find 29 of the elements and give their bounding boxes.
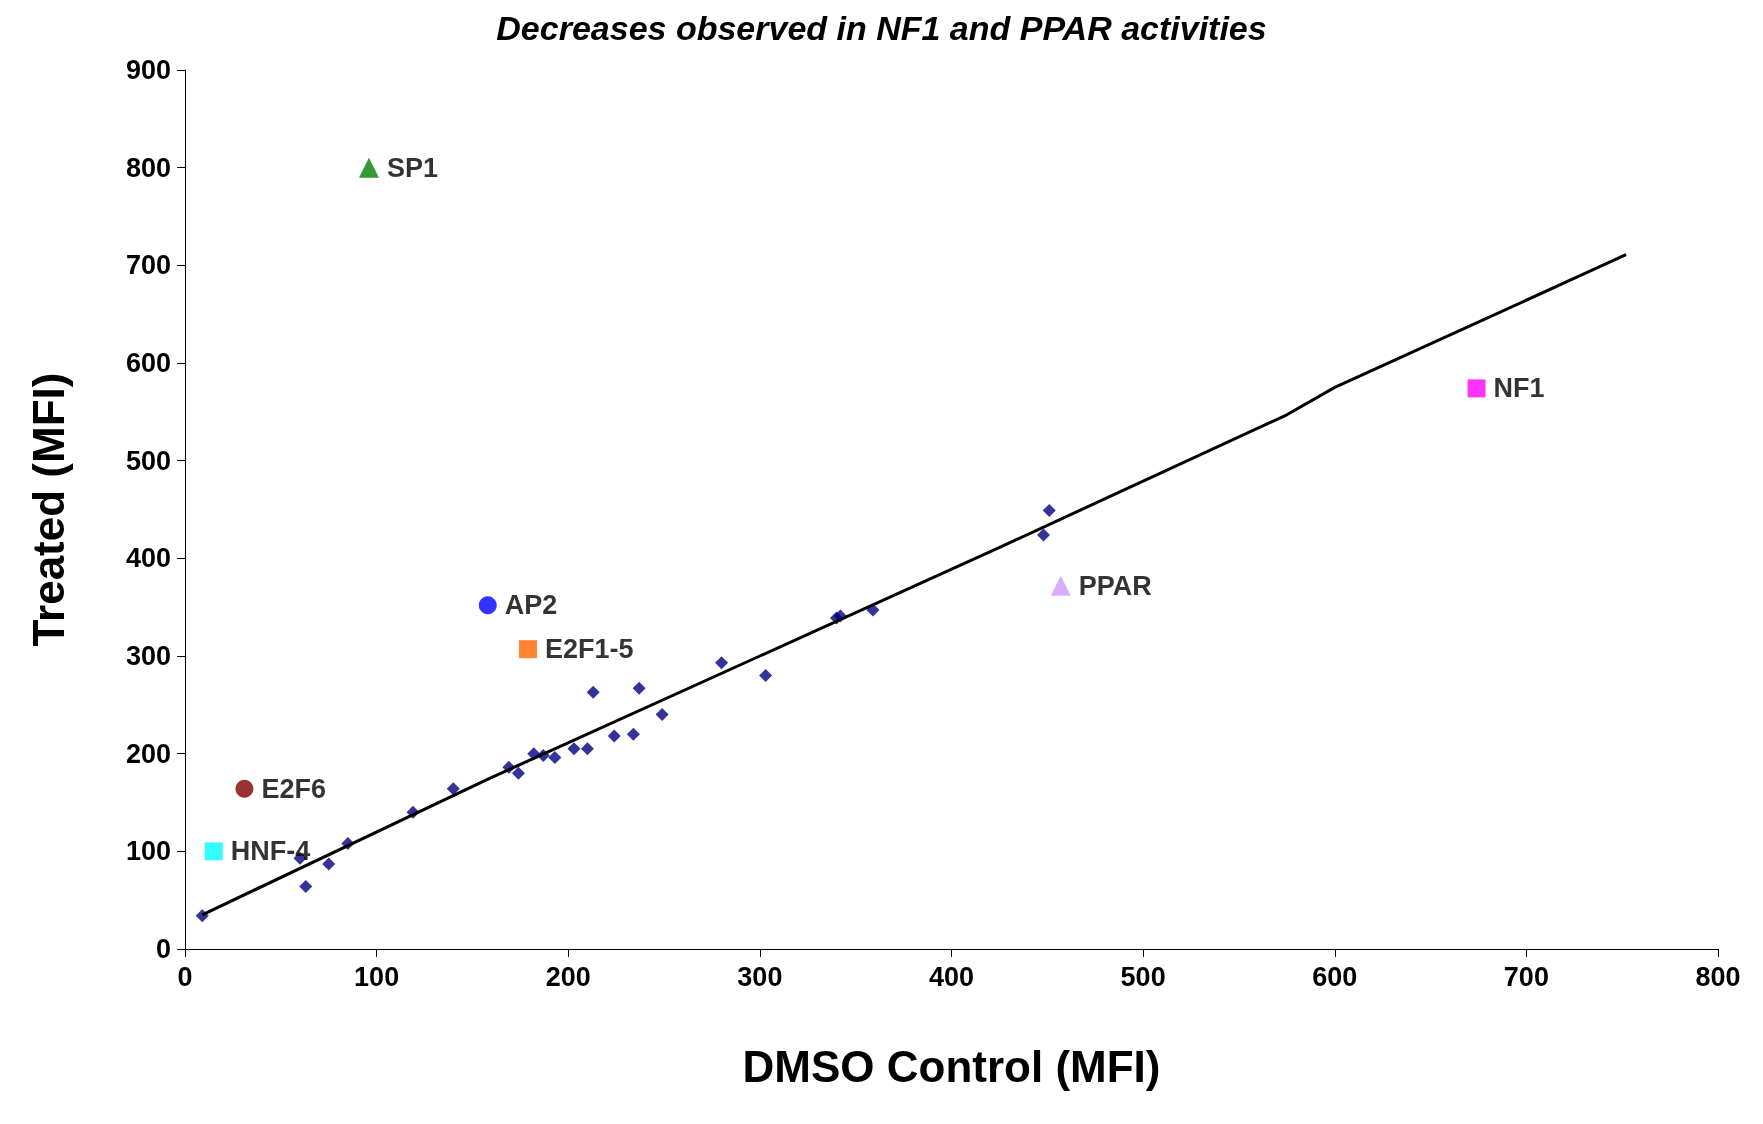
y-tick-label: 500 — [125, 445, 171, 476]
x-tick-label: 700 — [1503, 961, 1549, 992]
x-tick-label: 500 — [1120, 961, 1166, 992]
series-label: SP1 — [386, 152, 439, 183]
y-tick-label: 900 — [125, 55, 171, 85]
series-label: PPAR — [1078, 570, 1152, 601]
x-tick-label: 200 — [545, 961, 591, 992]
x-axis-title: DMSO Control (MFI) — [742, 1041, 1161, 1091]
series-label: E2F6 — [261, 773, 326, 804]
y-tick-label: 800 — [125, 152, 171, 183]
x-tick-label: 0 — [177, 961, 193, 992]
series-label: E2F1-5 — [545, 634, 634, 665]
x-tick-label: 400 — [928, 961, 975, 992]
series-label: HNF-4 — [230, 836, 311, 867]
y-tick-label: 600 — [125, 348, 171, 378]
series-label: NF1 — [1493, 373, 1545, 404]
x-tick-label: 600 — [1312, 961, 1358, 992]
y-tick-label: 700 — [125, 250, 171, 281]
chart-title: Decreases observed in NF1 and PPAR activities — [496, 9, 1267, 47]
y-tick-label: 200 — [125, 738, 171, 769]
y-tick-label: 300 — [125, 641, 171, 671]
y-axis-title: Treated (MFI) — [23, 372, 73, 647]
x-tick-label: 800 — [1695, 961, 1741, 992]
y-tick-label: 400 — [125, 543, 171, 574]
y-tick-label: 0 — [155, 934, 171, 964]
y-tick-label: 100 — [125, 836, 171, 867]
x-tick-label: 100 — [354, 961, 400, 992]
x-tick-label: 300 — [737, 961, 783, 992]
series-label: AP2 — [504, 590, 558, 621]
